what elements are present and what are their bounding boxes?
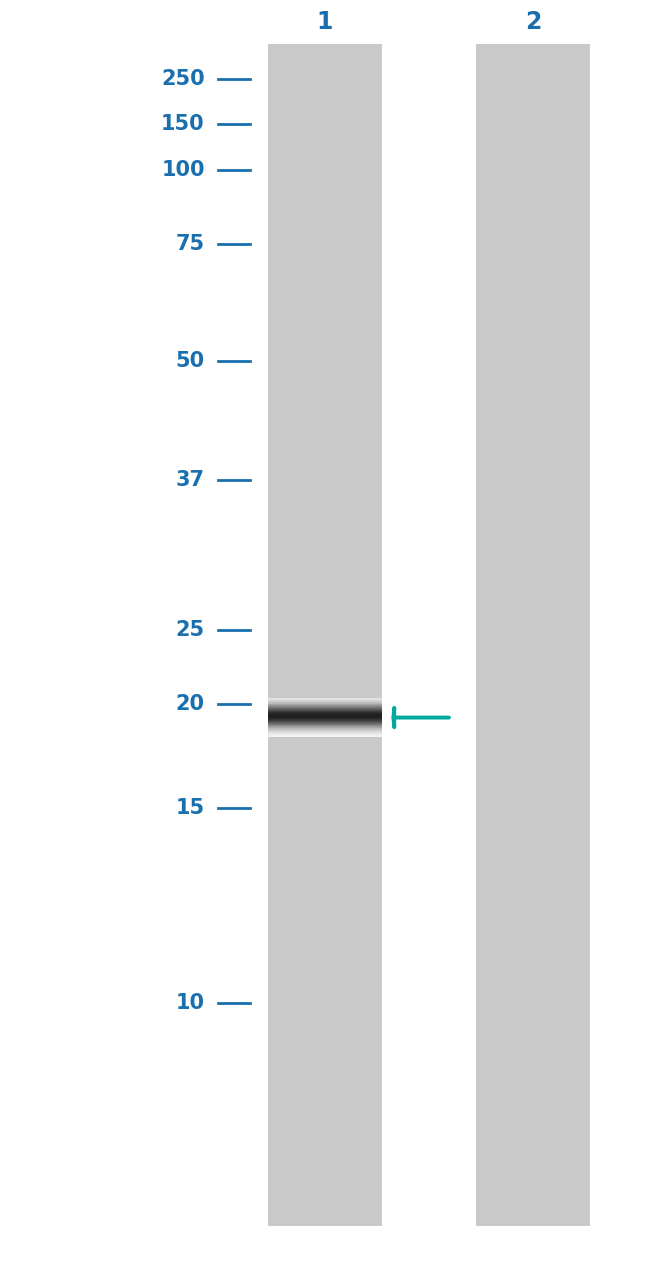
Bar xyxy=(268,734,382,737)
Bar xyxy=(268,718,382,719)
Bar xyxy=(268,733,382,734)
Bar xyxy=(268,719,382,721)
Bar xyxy=(268,705,382,706)
Bar xyxy=(268,707,382,709)
Bar xyxy=(268,720,382,721)
Text: 250: 250 xyxy=(161,69,205,89)
Text: 15: 15 xyxy=(176,798,205,818)
Bar xyxy=(268,728,382,729)
Bar xyxy=(268,714,382,715)
Text: 20: 20 xyxy=(176,693,205,714)
Text: 25: 25 xyxy=(176,620,205,640)
Bar xyxy=(268,706,382,707)
Bar xyxy=(268,698,382,701)
Bar xyxy=(268,725,382,726)
Bar xyxy=(268,710,382,711)
Bar xyxy=(268,735,382,737)
Text: 100: 100 xyxy=(161,160,205,180)
Text: 75: 75 xyxy=(176,234,205,254)
Bar xyxy=(268,730,382,732)
Bar xyxy=(268,726,382,729)
Bar xyxy=(268,735,382,737)
Bar xyxy=(268,702,382,704)
Bar xyxy=(268,734,382,735)
Bar xyxy=(268,714,382,716)
Bar xyxy=(268,700,382,701)
Bar xyxy=(268,705,382,706)
Bar xyxy=(268,698,382,700)
Bar xyxy=(268,704,382,706)
Bar xyxy=(268,730,382,732)
Text: 50: 50 xyxy=(176,351,205,371)
Bar xyxy=(268,728,382,729)
Bar xyxy=(268,712,382,714)
Bar xyxy=(268,711,382,712)
Text: 1: 1 xyxy=(317,10,333,33)
Text: 150: 150 xyxy=(161,114,205,135)
Bar xyxy=(268,721,382,724)
Bar xyxy=(268,729,382,730)
Text: 10: 10 xyxy=(176,993,205,1013)
Bar xyxy=(268,712,382,714)
Bar xyxy=(268,704,382,705)
Bar xyxy=(268,719,382,720)
Bar xyxy=(268,729,382,732)
Bar xyxy=(268,711,382,714)
Bar xyxy=(268,706,382,709)
Bar xyxy=(268,723,382,724)
Bar xyxy=(268,721,382,723)
Text: 37: 37 xyxy=(176,470,205,490)
Bar xyxy=(268,726,382,728)
Bar xyxy=(268,44,382,1226)
Bar xyxy=(268,715,382,716)
Bar xyxy=(268,720,382,721)
Bar xyxy=(476,44,590,1226)
Text: 2: 2 xyxy=(525,10,541,33)
